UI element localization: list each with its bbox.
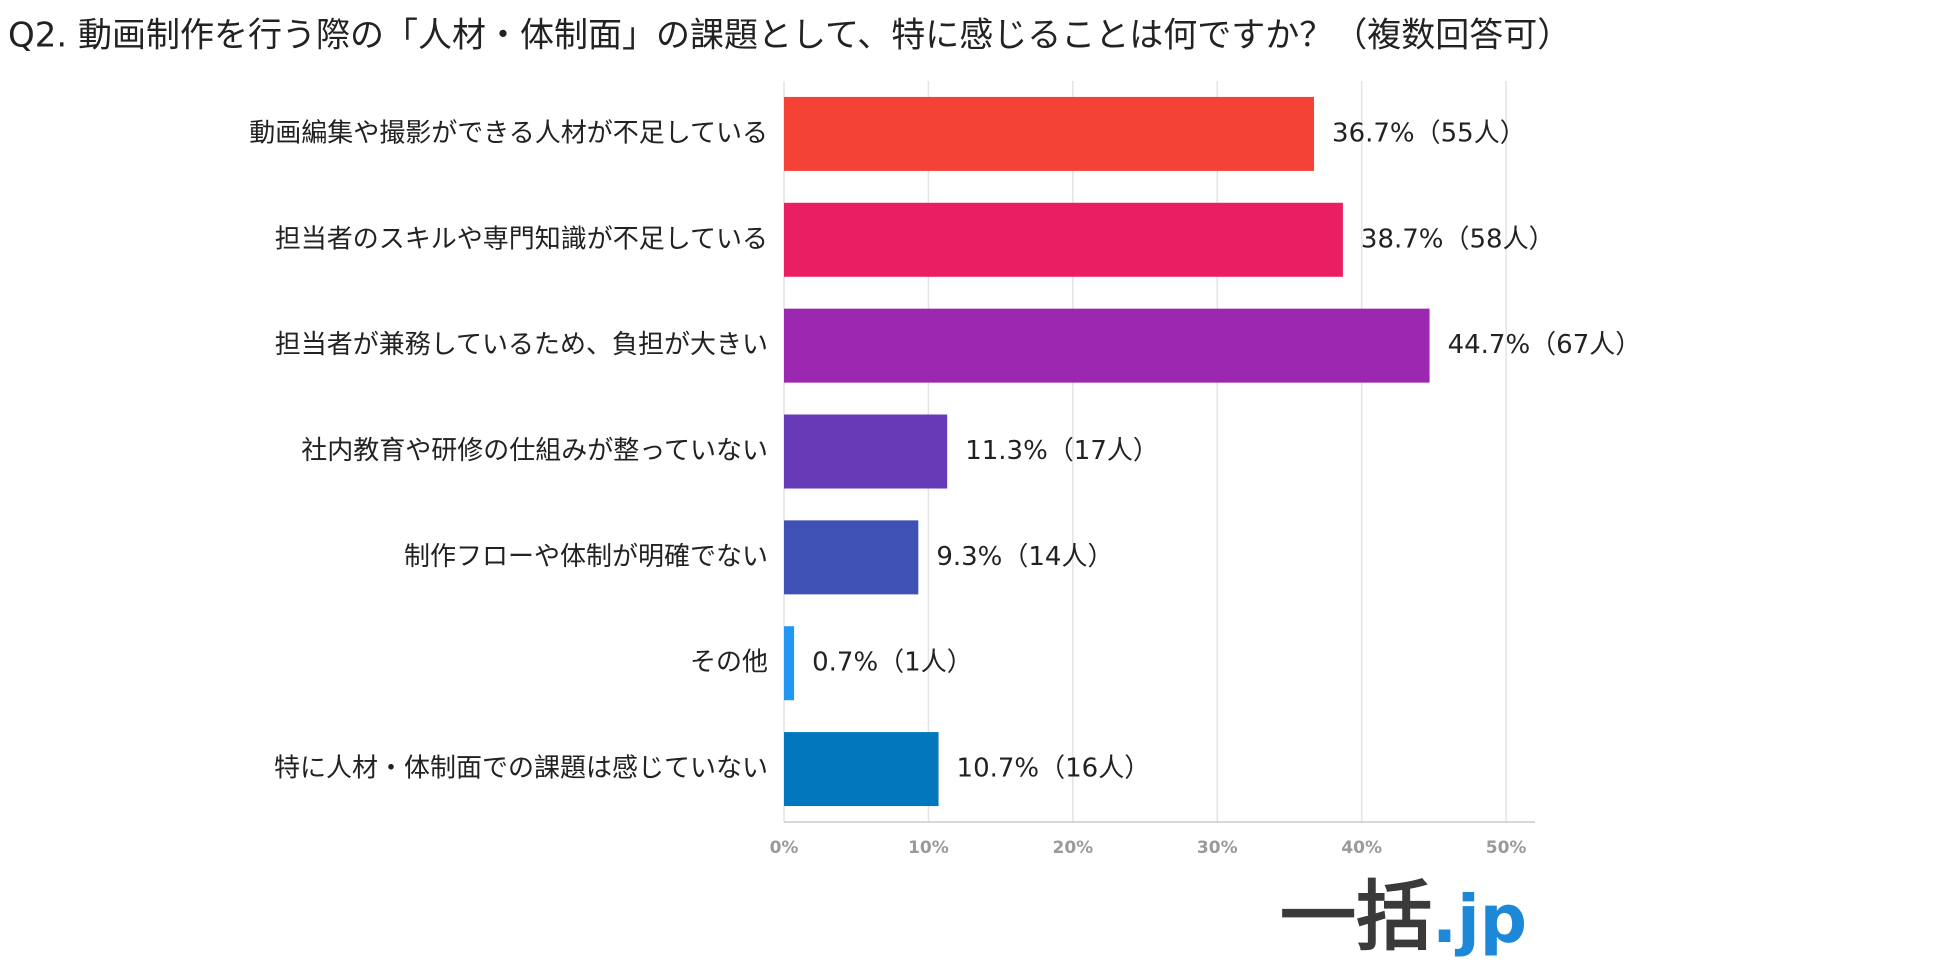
y-tick-label: 担当者のスキルや専門知識が不足している	[275, 224, 768, 254]
bar	[784, 520, 919, 595]
x-tick-label: 30%	[1197, 838, 1238, 858]
bar	[784, 96, 1315, 171]
x-tick-label: 0%	[770, 838, 799, 858]
y-tick-label: 特に人材・体制面での課題は感じていない	[274, 754, 768, 784]
x-tick-label: 20%	[1052, 838, 1093, 858]
bar	[784, 414, 948, 489]
y-tick-label: 担当者が兼務しているため、負担が大きい	[275, 330, 768, 360]
y-tick-label: 制作フローや体制が明確でない	[404, 542, 768, 572]
chart-title: Q2. 動画制作を行う際の「人材・体制面」の課題として、特に感じることは何ですか…	[8, 16, 1571, 56]
value-label: 0.7%（1人）	[812, 648, 973, 678]
value-label: 38.7%（58人）	[1361, 224, 1555, 254]
value-label: 44.7%（67人）	[1448, 330, 1642, 360]
y-tick-label: 動画編集や撮影ができる人材が不足している	[249, 118, 768, 148]
logo-suffix: .jp	[1432, 881, 1527, 958]
bar	[784, 732, 939, 807]
y-tick-label: 社内教育や研修の仕組みが整っていない	[301, 436, 768, 466]
x-tick-label: 40%	[1341, 838, 1382, 858]
bar	[784, 626, 795, 701]
value-label: 36.7%（55人）	[1332, 118, 1526, 148]
y-tick-label: その他	[690, 648, 768, 678]
value-label: 11.3%（17人）	[965, 436, 1159, 466]
bar	[784, 308, 1430, 383]
value-label: 9.3%（14人）	[936, 542, 1113, 572]
x-tick-label: 10%	[908, 838, 949, 858]
x-tick-label: 50%	[1486, 838, 1527, 858]
bar	[784, 202, 1343, 277]
logo-main: 一括	[1280, 872, 1432, 961]
value-label: 10.7%（16人）	[957, 754, 1151, 784]
